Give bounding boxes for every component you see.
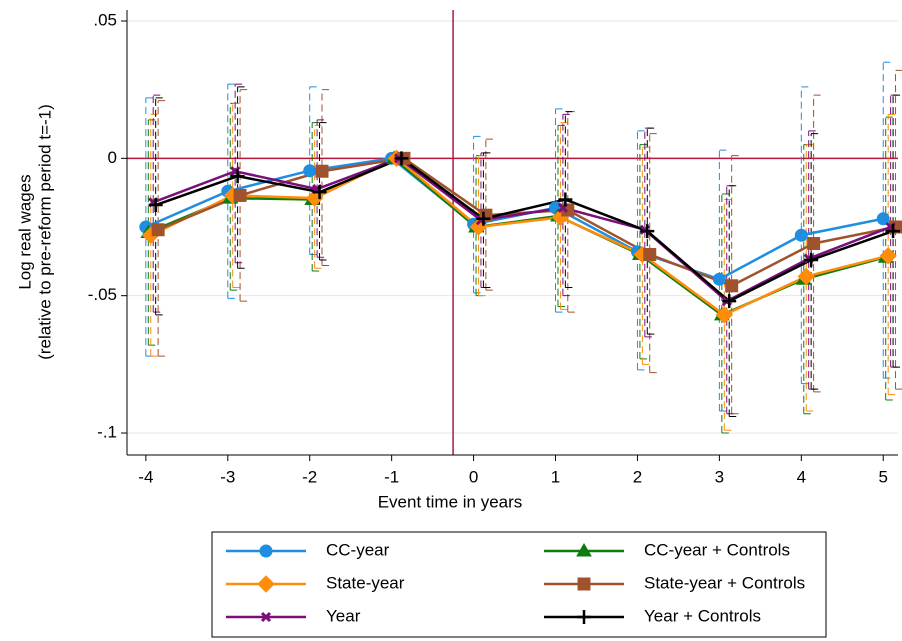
marker	[715, 306, 734, 324]
marker	[312, 185, 327, 200]
marker	[315, 164, 329, 178]
marker	[804, 252, 819, 267]
error-bar	[641, 146, 652, 365]
error-bar	[636, 130, 647, 371]
x-tick-label: 2	[633, 467, 642, 486]
y-axis-label: Log real wages	[15, 174, 34, 289]
error-bar	[152, 94, 163, 313]
x-tick-label: 5	[879, 467, 888, 486]
marker	[558, 192, 573, 207]
y-tick-label: -.05	[88, 285, 117, 304]
marker	[807, 236, 821, 250]
marker	[148, 198, 163, 213]
error-bar	[718, 149, 729, 412]
error-bar	[485, 138, 495, 291]
y-axis-label: (relative to pre-reform period t=-1)	[35, 104, 54, 360]
marker	[794, 228, 808, 242]
legend-item: State-year + Controls	[544, 573, 805, 592]
legend-item: Year + Controls	[544, 606, 761, 625]
error-bar	[887, 113, 898, 396]
y-tick-label: .05	[93, 10, 117, 29]
legend-marker	[260, 611, 272, 623]
error-bar	[155, 97, 165, 316]
x-tick-label: 3	[715, 467, 724, 486]
marker	[394, 151, 409, 166]
legend-marker	[576, 543, 592, 557]
series-line	[152, 156, 892, 303]
x-tick-label: -2	[302, 467, 317, 486]
y-tick-label: -.1	[97, 423, 117, 442]
marker	[725, 279, 739, 293]
x-tick-label: 1	[551, 467, 560, 486]
x-axis-label: Event time in years	[378, 492, 523, 511]
legend-label: Year + Controls	[644, 606, 761, 625]
error-bar	[649, 133, 659, 374]
marker	[151, 223, 165, 237]
marker	[643, 247, 657, 261]
error-bar	[564, 111, 575, 288]
error-bar	[721, 193, 731, 434]
legend-label: State-year + Controls	[644, 573, 805, 592]
marker	[722, 294, 737, 309]
legend-item: CC-year + Controls	[544, 540, 790, 559]
y-tick-label: 0	[108, 148, 117, 167]
marker	[712, 272, 726, 286]
legend-item: CC-year	[226, 540, 390, 559]
legend-item: State-year	[226, 573, 405, 593]
x-tick-label: -1	[384, 467, 399, 486]
error-bar	[227, 83, 237, 299]
marker	[303, 164, 317, 178]
marker	[640, 224, 655, 239]
legend-label: Year	[326, 606, 361, 625]
legend-label: CC-year + Controls	[644, 540, 790, 559]
legend-label: State-year	[326, 573, 405, 592]
legend-box	[211, 531, 827, 638]
marker	[230, 169, 245, 184]
legend-item: Year	[226, 606, 361, 625]
marker	[233, 188, 247, 202]
marker	[797, 267, 815, 286]
x-tick-label: -3	[220, 467, 235, 486]
marker	[876, 212, 890, 226]
x-tick-label: 0	[469, 467, 478, 486]
marker	[886, 224, 901, 239]
legend-marker	[577, 577, 591, 591]
marker	[476, 211, 491, 226]
x-tick-label: -4	[138, 467, 153, 486]
legend-marker	[257, 575, 275, 593]
error-bar	[321, 89, 332, 266]
legend-marker	[577, 610, 591, 624]
x-tick-label: 4	[797, 467, 806, 486]
series-line	[150, 156, 889, 317]
error-bar	[234, 83, 245, 264]
legend-marker	[259, 544, 273, 558]
marker	[879, 247, 897, 265]
series-line	[155, 156, 894, 303]
legend-label: CC-year	[326, 540, 390, 559]
error-bar	[885, 116, 895, 401]
